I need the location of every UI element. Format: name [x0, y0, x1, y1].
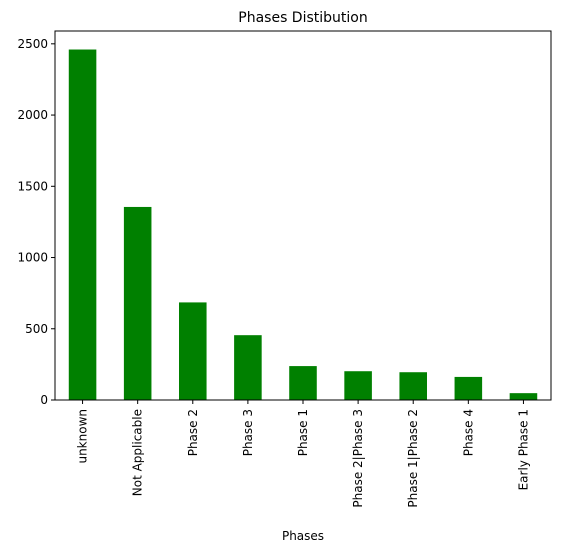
bar-phase-3: [234, 335, 262, 400]
bar-phase-1-phase-2: [399, 372, 427, 400]
x-tick-label: Not Applicable: [131, 409, 145, 496]
y-tick-label: 1500: [17, 179, 48, 193]
bars-layer: [68, 49, 538, 401]
bar-phase-2: [179, 302, 207, 400]
chart-title: Phases Distibution: [238, 10, 367, 26]
y-tick-label: 500: [25, 322, 48, 336]
x-tick-label: Phase 3: [241, 409, 255, 456]
x-tick-label: Early Phase 1: [516, 409, 530, 490]
x-axis-label: Phases: [282, 529, 324, 543]
x-tick-label: Phase 4: [461, 409, 475, 456]
y-tick-label: 2000: [17, 108, 48, 122]
bar-phase-1: [289, 366, 317, 400]
bar-phase-2-phase-3: [344, 371, 372, 400]
bar-phase-4: [454, 376, 483, 400]
y-tick-label: 1000: [17, 251, 48, 265]
y-tick-label: 0: [40, 393, 48, 407]
x-tick-label: unknown: [76, 409, 90, 464]
x-tick-label: Phase 2|Phase 3: [351, 409, 365, 508]
x-tick-label: Phase 2: [186, 409, 200, 456]
x-tick-label: Phase 1|Phase 2: [406, 409, 420, 508]
axes-layer: unknown Not Applicable Phase 2 Phase 3 Phase…: [17, 30, 552, 508]
bar-early-phase-1: [509, 393, 538, 400]
plot-frame: [54, 30, 552, 401]
bar-unknown: [68, 49, 97, 401]
y-tick-label: 2500: [17, 37, 48, 51]
x-tick-label: Phase 1: [296, 409, 310, 456]
bar-not-applicable: [123, 206, 152, 400]
